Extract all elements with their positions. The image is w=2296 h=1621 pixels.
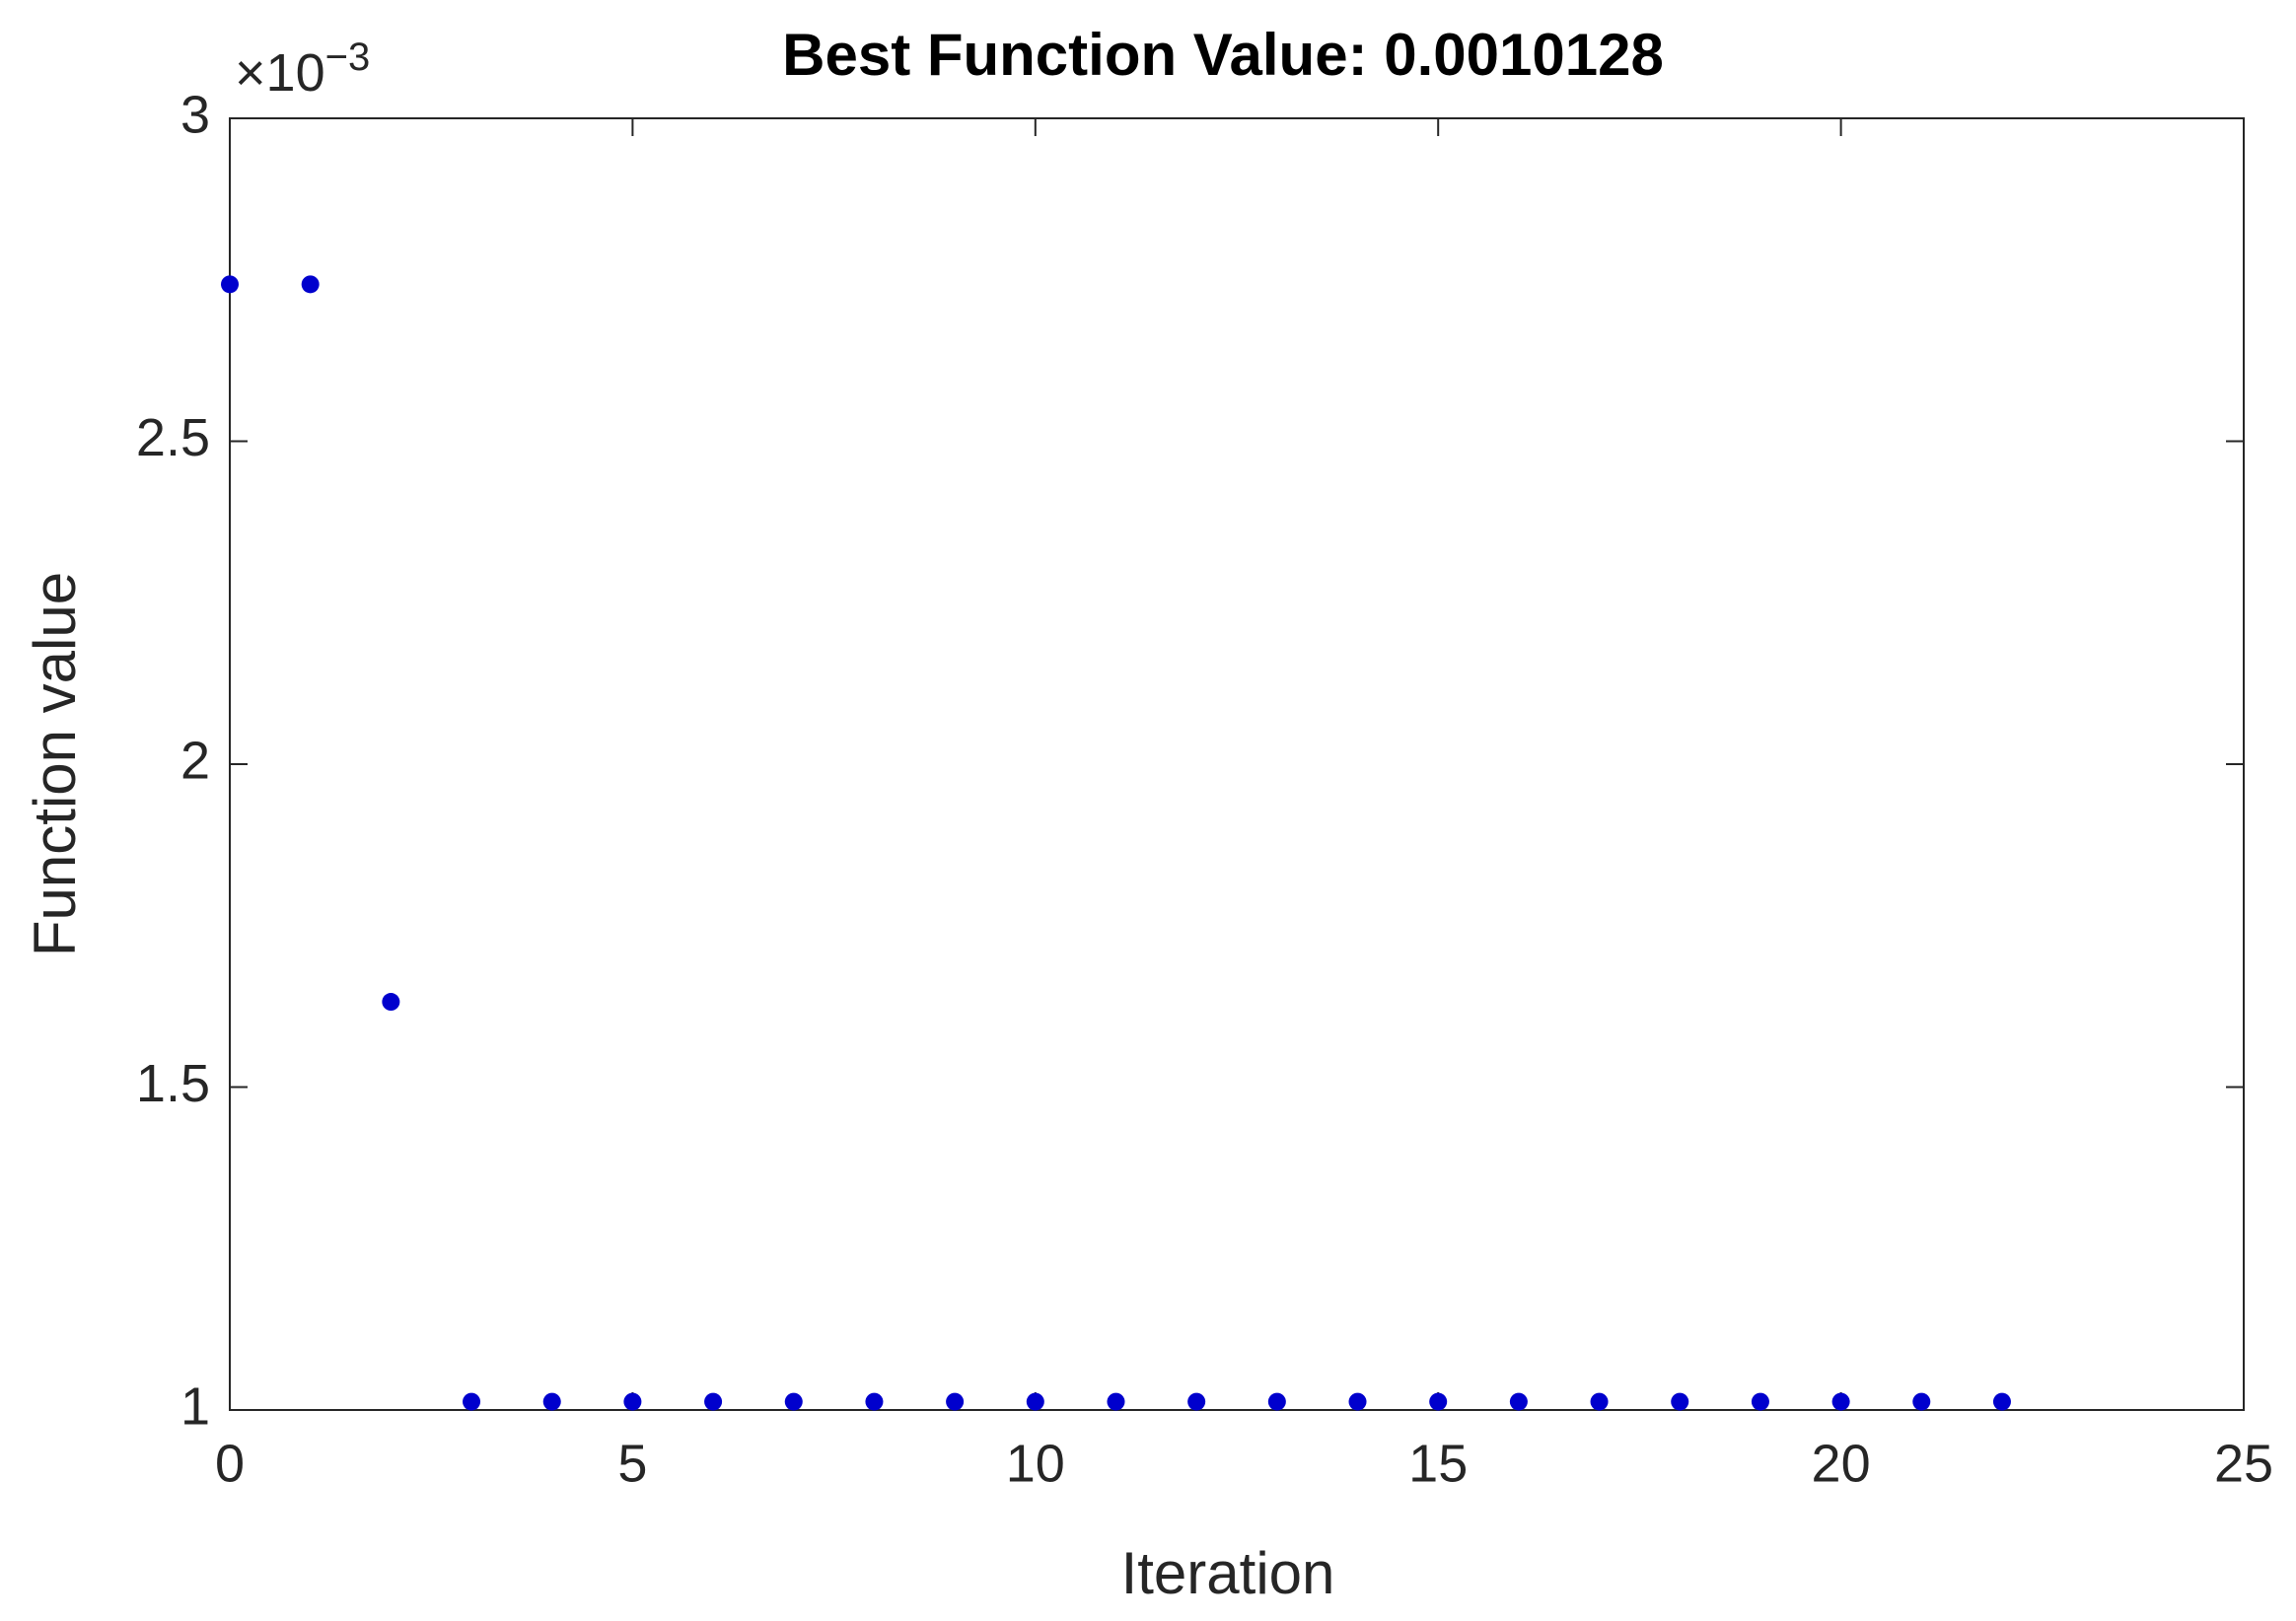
point	[1912, 1392, 1931, 1411]
point	[865, 1392, 884, 1411]
point	[1267, 1392, 1286, 1411]
point	[1751, 1392, 1769, 1411]
point	[382, 993, 400, 1012]
point	[623, 1392, 642, 1411]
y-tick-label: 2.5	[136, 408, 210, 467]
point	[463, 1392, 481, 1411]
chart-title: Best Function Value: 0.0010128	[782, 22, 1664, 88]
point	[1992, 1392, 2011, 1411]
y-multiplier: ×10−3	[235, 35, 370, 104]
y-tick-label: 3	[180, 85, 210, 144]
point	[542, 1392, 561, 1411]
point	[1509, 1392, 1528, 1411]
x-tick-label: 10	[1006, 1434, 1065, 1493]
x-tick-label: 0	[215, 1434, 245, 1493]
point	[221, 275, 239, 294]
y-tick-label: 1.5	[136, 1054, 210, 1113]
point	[301, 275, 320, 294]
multiplier-exponent: −3	[325, 35, 371, 79]
point	[1429, 1392, 1448, 1411]
point	[946, 1392, 965, 1411]
point	[1831, 1392, 1850, 1411]
point	[784, 1392, 803, 1411]
multiplier-base: ×10	[235, 43, 325, 103]
x-tick-label: 5	[617, 1434, 647, 1493]
x-axis-label: Iteration	[1121, 1540, 1335, 1606]
point	[704, 1392, 723, 1411]
point	[1026, 1392, 1044, 1411]
x-tick-label: 15	[1408, 1434, 1468, 1493]
point	[1671, 1392, 1689, 1411]
point	[1590, 1392, 1609, 1411]
point	[1348, 1392, 1367, 1411]
x-tick-label: 25	[2214, 1434, 2273, 1493]
x-tick-label: 20	[1812, 1434, 1871, 1493]
point	[1187, 1392, 1206, 1411]
y-tick-label: 1	[180, 1376, 210, 1436]
y-axis-label: Function value	[22, 572, 88, 956]
point	[1107, 1392, 1125, 1411]
y-tick-label: 2	[180, 731, 210, 790]
plot-box	[229, 117, 2245, 1411]
